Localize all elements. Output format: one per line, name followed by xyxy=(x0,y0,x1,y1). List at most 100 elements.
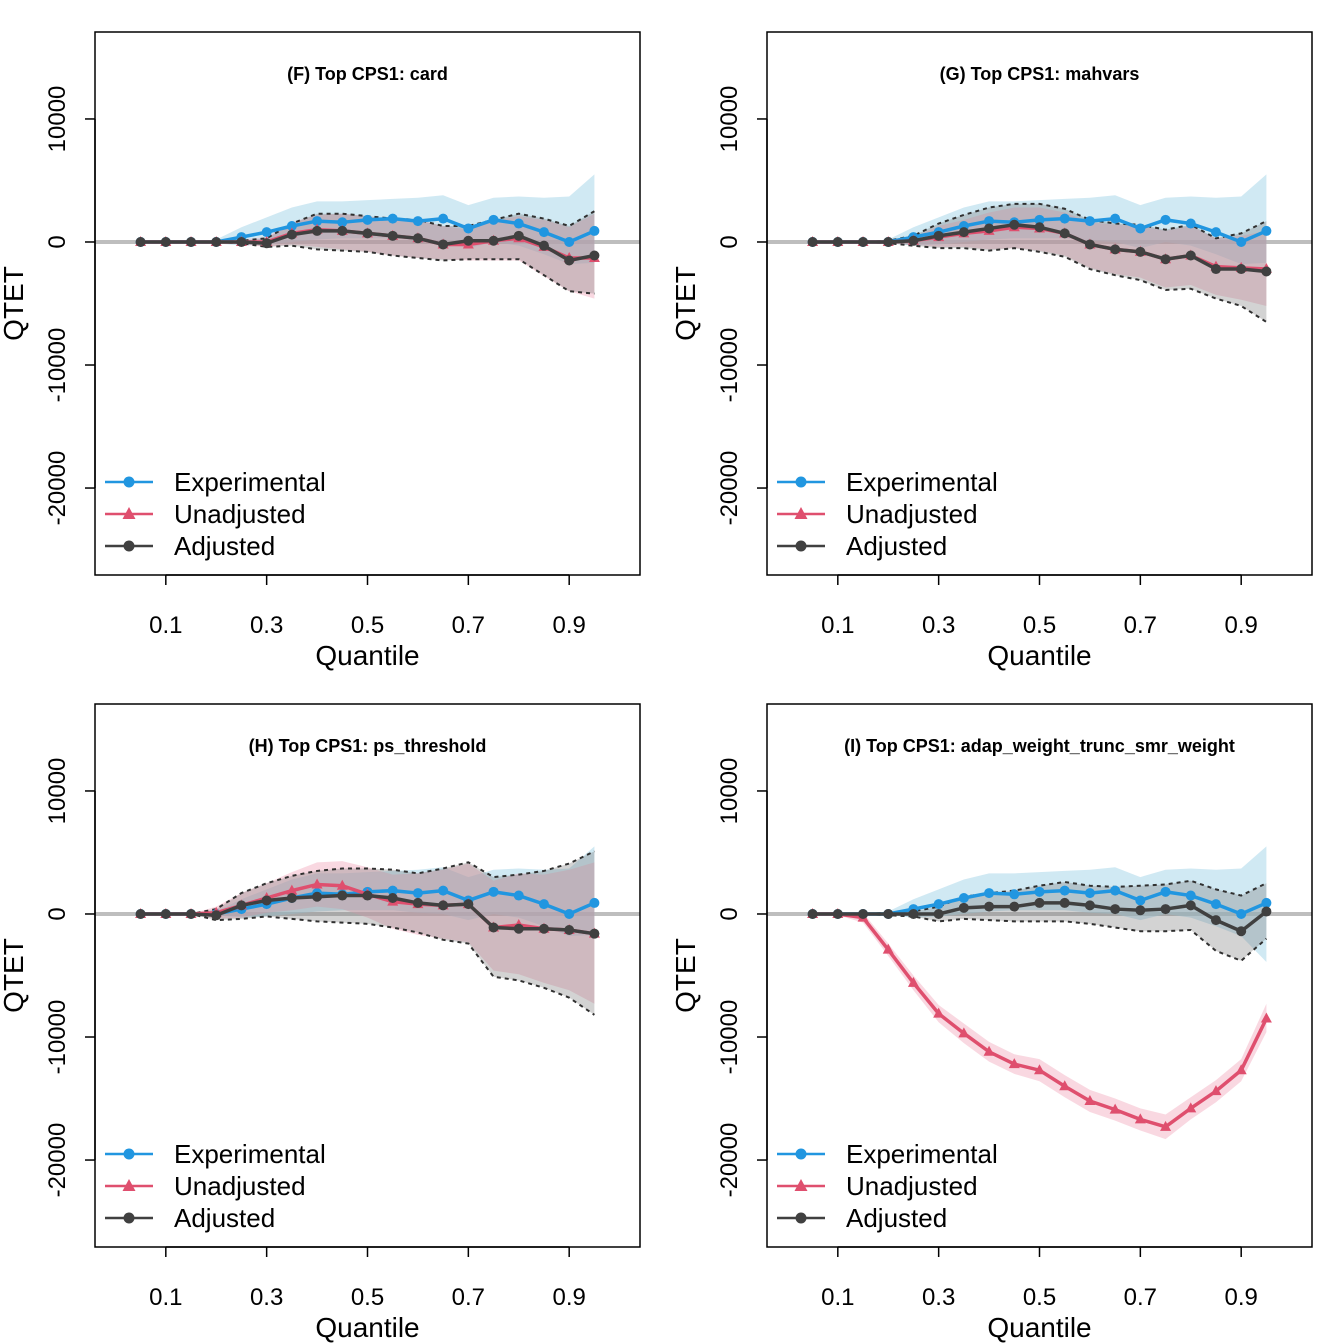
data-point-adjusted xyxy=(1110,244,1121,255)
data-point-adjusted xyxy=(186,908,197,919)
data-point-adjusted xyxy=(513,230,524,241)
data-point-adjusted xyxy=(538,240,549,251)
data-point-experimental xyxy=(1210,227,1221,238)
data-point-unadjusted xyxy=(286,884,298,895)
data-point-unadjusted xyxy=(1059,1080,1071,1091)
data-point-experimental xyxy=(438,885,449,896)
data-point-experimental xyxy=(337,217,348,228)
legend-marker-experimental xyxy=(795,1148,807,1160)
ci-bound-ci-high xyxy=(140,850,595,915)
data-point-adjusted xyxy=(286,229,297,240)
data-point-unadjusted xyxy=(1109,1103,1121,1114)
data-point-adjusted xyxy=(883,236,894,247)
data-point-experimental xyxy=(984,888,995,899)
legend-marker-unadjusted xyxy=(122,1179,136,1191)
legend-label-adjusted: Adjusted xyxy=(174,531,275,561)
legend-label-experimental: Experimental xyxy=(174,467,326,497)
data-point-adjusted xyxy=(1160,904,1171,915)
data-point-unadjusted xyxy=(983,1045,995,1056)
data-point-experimental xyxy=(488,214,499,225)
ci-band-adjusted xyxy=(140,851,595,1015)
x-tick-label: 0.7 xyxy=(452,1284,485,1311)
data-point-experimental xyxy=(1135,895,1146,906)
y-tick-label: -20000 xyxy=(716,1123,743,1198)
data-point-experimental xyxy=(984,216,995,227)
y-axis-title: QTET xyxy=(670,938,701,1013)
data-point-adjusted xyxy=(1009,901,1020,912)
data-point-adjusted xyxy=(1135,246,1146,257)
legend-marker-experimental xyxy=(123,476,135,488)
y-tick-label: -10000 xyxy=(44,1000,71,1075)
data-point-experimental xyxy=(412,216,423,227)
data-point-adjusted xyxy=(1185,900,1196,911)
data-point-experimental xyxy=(488,886,499,897)
legend-label-experimental: Experimental xyxy=(846,1139,998,1169)
data-point-unadjusted xyxy=(1084,1094,1096,1105)
x-tick-label: 0.9 xyxy=(553,612,586,639)
data-point-unadjusted xyxy=(1185,1102,1197,1113)
data-point-adjusted xyxy=(1084,900,1095,911)
data-point-adjusted xyxy=(984,901,995,912)
legend-marker-unadjusted xyxy=(122,507,136,519)
x-axis-title: Quantile xyxy=(987,640,1091,671)
data-point-adjusted xyxy=(858,236,869,247)
data-point-adjusted xyxy=(1059,228,1070,239)
data-point-adjusted xyxy=(883,908,894,919)
chart-panel: (F) Top CPS1: card 0.1 0.3 0.5 0.7 0.9 Quantil… xyxy=(0,31,641,671)
y-tick-label: -20000 xyxy=(716,451,743,526)
data-point-adjusted xyxy=(807,236,818,247)
data-point-adjusted xyxy=(261,895,272,906)
data-point-adjusted xyxy=(337,225,348,236)
y-tick-label: 0 xyxy=(716,235,743,248)
data-point-unadjusted xyxy=(1210,1085,1222,1096)
y-axis-title: QTET xyxy=(0,938,29,1013)
x-tick-label: 0.3 xyxy=(250,612,283,639)
data-point-adjusted xyxy=(1009,219,1020,230)
panel-title: (F) Top CPS1: card xyxy=(287,64,448,84)
y-tick-label: -10000 xyxy=(716,1000,743,1075)
data-point-experimental xyxy=(513,890,524,901)
legend-marker-experimental xyxy=(123,1148,135,1160)
legend-label-adjusted: Adjusted xyxy=(174,1203,275,1233)
x-tick-label: 0.7 xyxy=(1124,1284,1157,1311)
data-point-experimental xyxy=(589,225,600,236)
x-tick-label: 0.5 xyxy=(351,1284,384,1311)
data-point-experimental xyxy=(1059,885,1070,896)
x-tick-label: 0.9 xyxy=(1225,612,1258,639)
data-point-adjusted xyxy=(488,922,499,933)
data-point-experimental xyxy=(538,227,549,238)
x-tick-label: 0.3 xyxy=(922,612,955,639)
data-point-adjusted xyxy=(1059,897,1070,908)
x-axis-title: Quantile xyxy=(987,1312,1091,1343)
data-point-adjusted xyxy=(412,233,423,244)
legend-marker-unadjusted xyxy=(794,507,808,519)
data-point-adjusted xyxy=(1185,250,1196,261)
data-point-adjusted xyxy=(387,892,398,903)
data-point-adjusted xyxy=(1135,905,1146,916)
data-point-experimental xyxy=(1110,213,1121,224)
data-point-adjusted xyxy=(908,908,919,919)
y-tick-label: -20000 xyxy=(44,1123,71,1198)
data-point-experimental xyxy=(412,888,423,899)
x-tick-label: 0.7 xyxy=(452,612,485,639)
chart-panel: (G) Top CPS1: mahvars 0.1 0.3 0.5 0.7 0.9 Quan… xyxy=(670,31,1313,671)
data-point-experimental xyxy=(1084,888,1095,899)
x-tick-label: 0.5 xyxy=(351,612,384,639)
legend-marker-unadjusted xyxy=(794,1179,808,1191)
chart-panel: (H) Top CPS1: ps_threshold 0.1 0.3 0.5 0.7 0.… xyxy=(0,703,641,1343)
y-tick-label: 10000 xyxy=(44,86,71,153)
data-point-unadjusted xyxy=(1008,1058,1020,1069)
data-point-adjusted xyxy=(807,908,818,919)
data-point-unadjusted xyxy=(1134,1113,1146,1124)
data-point-adjusted xyxy=(1110,904,1121,915)
data-point-unadjusted xyxy=(336,879,348,890)
data-point-experimental xyxy=(286,220,297,231)
data-point-adjusted xyxy=(438,239,449,250)
data-point-experimental xyxy=(1210,899,1221,910)
data-point-adjusted xyxy=(538,923,549,934)
data-point-adjusted xyxy=(337,890,348,901)
x-tick-label: 0.1 xyxy=(149,612,182,639)
legend-label-unadjusted: Unadjusted xyxy=(846,499,978,529)
data-point-adjusted xyxy=(1210,915,1221,926)
